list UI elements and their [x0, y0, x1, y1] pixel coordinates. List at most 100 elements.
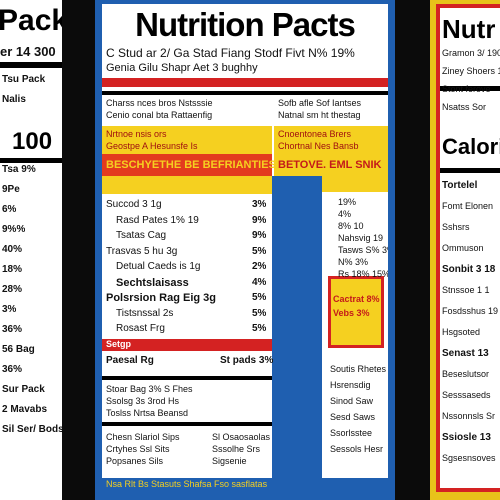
row-label: Succod 3 1g: [106, 199, 162, 210]
red-box: [328, 276, 384, 348]
red-rule: [102, 78, 388, 87]
row-value: 5%: [252, 323, 267, 334]
blue-block: [272, 176, 322, 490]
right-row: Beseslutsor: [442, 369, 490, 379]
row-label: Rasd Pates 1% 19: [116, 214, 199, 226]
right-row: Sonbit 3 18: [442, 264, 496, 275]
right-row: Nssonnsls Sr: [442, 411, 496, 421]
right-footer: Sinod Saw: [330, 396, 374, 406]
right-label: Nutr Calori Gramon 3/ 190% Ziney Shoers 1…: [440, 8, 500, 488]
footer-left: Chesn Slariol Sips: [106, 432, 180, 442]
total-label: Paesal Rg: [106, 355, 154, 366]
row-value: 5%: [252, 245, 267, 257]
row-value: 4%: [252, 276, 267, 288]
row-value: 9%: [252, 214, 267, 226]
small-line: Stoar Bag 3% S Fhes: [106, 384, 193, 394]
red-bar: [102, 339, 272, 351]
right-line: Ziney Shoers 190g: [442, 66, 500, 76]
right-row: N% 3%: [338, 257, 369, 267]
right-row: Sgsesnsoves: [442, 453, 496, 463]
right-row: Fomt Elonen: [442, 201, 494, 211]
right-row: Sshsrs: [442, 222, 470, 232]
right-row: Hsgsoted: [442, 327, 481, 337]
left-line: 6%: [2, 204, 17, 215]
right-row: Nahsvig 19: [338, 233, 384, 243]
rule: [102, 91, 388, 95]
yellow-left: Geostpe A Hesunsfe Is: [106, 141, 198, 151]
right-row: Tortelel: [442, 180, 478, 191]
left-line: 36%: [2, 364, 23, 375]
intro-left: Charss nces bros Nstsssie: [106, 98, 213, 108]
right-footer: Ssorlsstee: [330, 428, 373, 438]
yellow-right: Chortnal Nes Bansb: [278, 141, 359, 151]
row-label: Sechtslaisass: [116, 276, 189, 289]
subtitle: Genia Gilu Shapr Aet 3 bughhy: [106, 62, 258, 74]
right-row: Ommuson: [442, 243, 484, 253]
left-line: 2 Mavabs: [2, 404, 48, 415]
footer-right: Sssolhe Srs: [212, 444, 261, 454]
rule: [0, 158, 62, 163]
bottom-line: Nsa Rlt Bs Stasuts Shafsa Fso sasflatas: [106, 479, 268, 489]
right-footer: Soutis Rhetes: [330, 364, 387, 374]
left-serving: er 14 300: [0, 44, 56, 59]
row-label: Detual Caeds is 1g: [116, 261, 201, 272]
right-title: Nutr: [442, 14, 496, 44]
row-value: 2%: [252, 261, 267, 272]
left-line: Tsa 9%: [2, 164, 36, 175]
footer-right: Sl Osaosaolas: [212, 432, 271, 442]
total-value: St pads 3%: [220, 355, 274, 366]
right-row: Ssiosle 13: [442, 432, 491, 443]
red-box-line: Cactrat 8%: [333, 294, 380, 304]
left-line: Tsu Pack: [2, 74, 46, 85]
footer-right: Sigsenie: [212, 456, 247, 466]
highlight-bar: [102, 154, 272, 176]
intro-left: Cenio conal bta Rattaenfig: [106, 110, 213, 120]
left-line: 56 Bag: [2, 344, 35, 355]
row-label: Polsrsion Rag Eig 3g: [106, 292, 217, 304]
row-value: 3%: [252, 199, 267, 210]
yellow-left: Nrtnoe nsis ors: [106, 129, 167, 139]
intro-right: Natnal sm ht thestag: [278, 110, 361, 120]
center-label: Nutrition Pacts C Stud ar 2/ Ga Stad Fia…: [102, 4, 388, 490]
row-value: 5%: [252, 307, 267, 319]
right-row: Tasws S% 3%: [338, 245, 388, 255]
center-title: Nutrition Pacts: [135, 6, 356, 43]
serving-line: C Stud ar 2/ Ga Stad Fiang Stodf Fivt N%…: [106, 46, 355, 60]
rule: [0, 62, 62, 68]
red-box-line: Vebs 3%: [333, 308, 370, 318]
highlight-left: BESCHYETHE BE BEFRIANTIES: [106, 159, 276, 171]
left-line: 18%: [2, 264, 23, 275]
row-label: Tsatas Cag: [116, 230, 167, 241]
left-line: 40%: [2, 244, 23, 255]
small-line: Ssolsg 3s 3rod Hs: [106, 396, 180, 406]
intro-right: Sofb afle Sof Iantses: [278, 98, 362, 108]
yellow-right: Cnoentonea Brers: [278, 129, 352, 139]
left-line: Nalis: [2, 94, 26, 105]
left-title: Pack: [0, 4, 62, 37]
right-row: Fosdsshus 19: [442, 306, 499, 316]
right-row: Sesssaseds: [442, 390, 491, 400]
footer-left: Popsanes Sils: [106, 456, 164, 466]
row-value: 9%: [252, 230, 267, 241]
left-line: 28%: [2, 284, 23, 295]
left-line: Sil Ser/ Bods: [2, 424, 62, 435]
right-row: Senast 13: [442, 348, 489, 359]
left-line: 36%: [2, 324, 23, 335]
bottom-band: [102, 478, 388, 490]
rule: [102, 376, 272, 380]
right-line: Stont ferove: [442, 84, 491, 94]
red-bar-text: Setgp: [106, 339, 132, 349]
right-row: Stnssoe 1 1: [442, 285, 490, 295]
left-line: 9%%: [2, 224, 26, 235]
right-row: 8% 10: [338, 221, 364, 231]
right-footer: Hsrensdig: [330, 380, 371, 390]
right-row: 19%: [338, 197, 357, 207]
left-label: Pack er 14 300 100 Tsu Pack Nalis Tsa 9% 9P…: [0, 0, 62, 500]
rule: [440, 168, 500, 173]
right-line: Gramon 3/ 190%: [442, 48, 500, 58]
left-line: 9Pe: [2, 184, 20, 195]
right-calories: Calori: [442, 134, 500, 159]
right-row: Rs 18% 15%: [338, 269, 388, 279]
